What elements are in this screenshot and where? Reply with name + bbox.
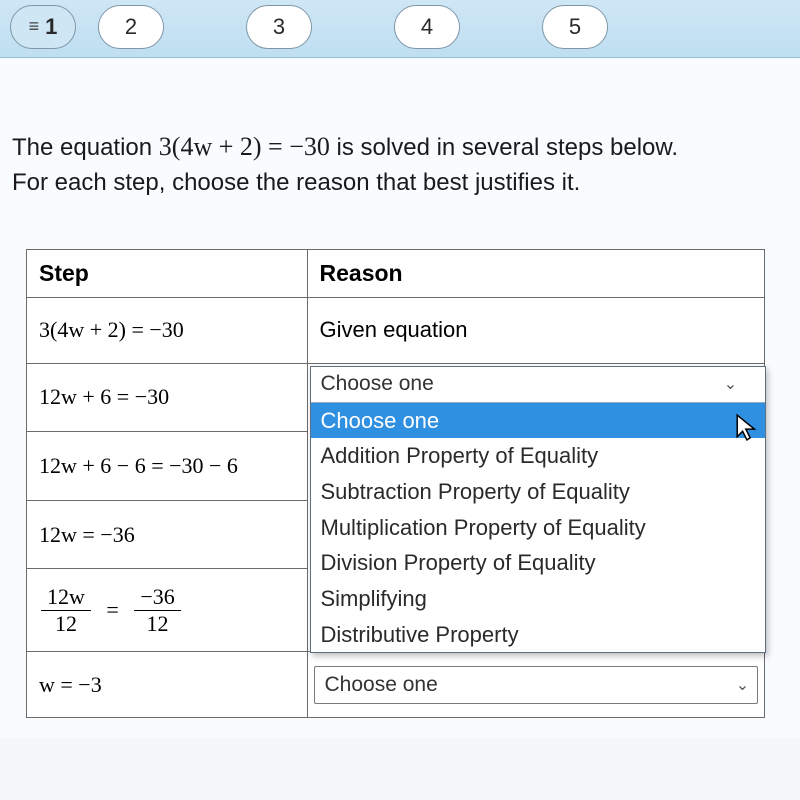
tab-3-label: 3 [273,14,285,40]
prompt-line1b: is solved in several steps below. [330,134,678,161]
dropdown-option[interactable]: Choose one [311,403,766,439]
dropdown-6-text: Choose one [325,673,438,697]
reason-static-1: Given equation [320,317,468,342]
dropdown-option[interactable]: Distributive Property [311,617,766,653]
reason-dropdown-open[interactable]: Choose one ⌄ Choose one Addition Propert… [310,366,767,654]
tab-5[interactable]: 5 [542,5,608,49]
table-header-row: Step Reason [27,249,765,297]
tab-active-prefix: ≡ [29,16,40,37]
dropdown-options-list: Choose one Addition Property of Equality… [311,403,766,653]
frac-den-l: 12 [41,611,91,637]
frac-num-r: −36 [134,584,180,611]
step-cell-1: 3(4w + 2) = −30 [27,297,308,363]
dropdown-option[interactable]: Division Property of Equality [311,545,766,581]
table-row: 3(4w + 2) = −30 Given equation [27,297,765,363]
dropdown-option[interactable]: Subtraction Property of Equality [311,474,766,510]
reason-cell-dropdown-open: Choose one ⌄ Choose one Addition Propert… [307,363,765,652]
dropdown-selected-box[interactable]: Choose one ⌄ [311,367,766,403]
step-cell-5: 12w 12 = −36 12 [27,569,308,652]
fraction-right: −36 12 [132,584,182,637]
tab-5-label: 5 [569,14,581,40]
cursor-icon [735,413,761,441]
tab-2[interactable]: 2 [98,5,164,49]
frac-den-r: 12 [134,611,180,637]
reason-cell-6: Choose one ⌄ [307,652,765,718]
tab-3[interactable]: 3 [246,5,312,49]
prompt-equation: 3(4w + 2) = −30 [159,132,330,161]
tab-4[interactable]: 4 [394,5,460,49]
content-area: The equation 3(4w + 2) = −30 is solved i… [0,58,800,738]
tab-1-label: 1 [45,14,57,40]
tab-bar: ≡ 1 2 3 4 5 [0,0,800,58]
dropdown-option[interactable]: Simplifying [311,581,766,617]
prompt-line2: For each step, choose the reason that be… [12,169,580,196]
tab-1[interactable]: ≡ 1 [10,5,76,49]
table-row: w = −3 Choose one ⌄ [27,652,765,718]
frac-num-l: 12w [41,584,91,611]
step-cell-2: 12w + 6 = −30 [27,363,308,432]
dropdown-option[interactable]: Addition Property of Equality [311,438,766,474]
step-cell-6: w = −3 [27,652,308,718]
header-reason: Reason [307,249,765,297]
dropdown-selected-text: Choose one [321,372,434,396]
step-cell-4: 12w = −36 [27,500,308,569]
reason-cell-1: Given equation [307,297,765,363]
table-row: 12w + 6 = −30 Choose one ⌄ Choose one Ad… [27,363,765,432]
steps-table: Step Reason 3(4w + 2) = −30 Given equati… [26,249,765,719]
header-step: Step [27,249,308,297]
chevron-down-icon: ⌄ [724,374,737,394]
reason-dropdown-6[interactable]: Choose one ⌄ [314,666,759,704]
dropdown-option[interactable]: Multiplication Property of Equality [311,510,766,546]
prompt-line1a: The equation [12,134,159,161]
tab-4-label: 4 [421,14,433,40]
tab-2-label: 2 [125,14,137,40]
chevron-down-icon: ⌄ [736,675,749,695]
fraction-eq: = [98,597,126,622]
fraction-left: 12w 12 [39,584,93,637]
step-cell-3: 12w + 6 − 6 = −30 − 6 [27,432,308,501]
prompt-text: The equation 3(4w + 2) = −30 is solved i… [12,128,782,201]
